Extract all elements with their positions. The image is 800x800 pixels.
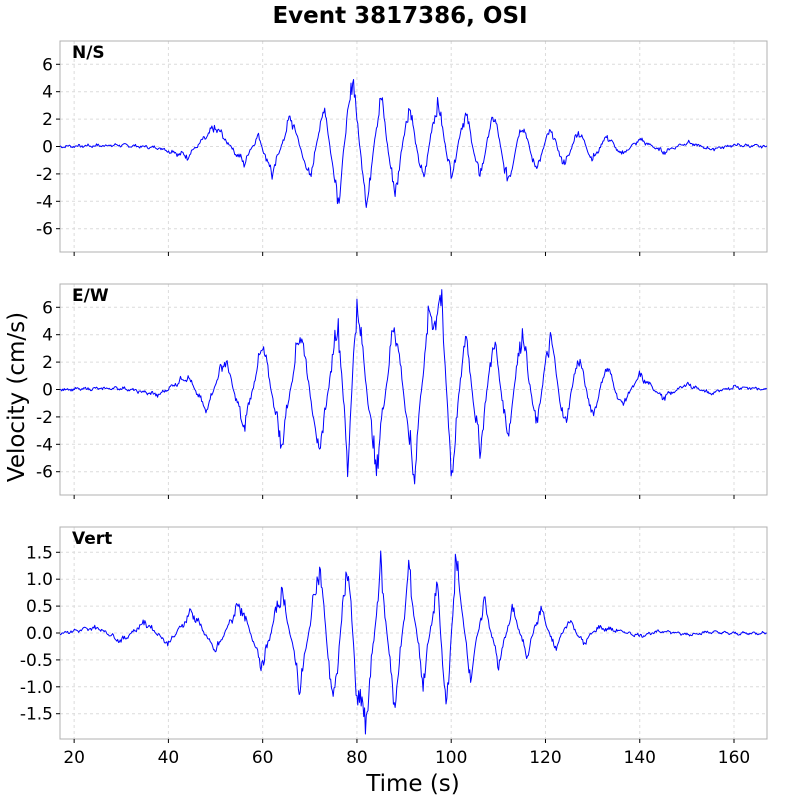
x-tick-label: 100 (435, 748, 467, 768)
panel-2: -1.5 -1.0 -0.5 0.0 0.5 1.0 1.5 20 40 60 80 100 120 14… (20, 526, 768, 768)
x-tick-label: 60 (252, 748, 274, 768)
x-tick-label: 80 (346, 748, 368, 768)
x-tick-label: 120 (529, 748, 561, 768)
series-line (59, 550, 767, 735)
x-axis-label: Time (s) (365, 771, 460, 797)
y-tick-label: -1.5 (20, 705, 53, 725)
panel-0: -6 -4 -2 0 2 4 6 N/S (36, 40, 768, 256)
y-tick-label: -4 (36, 435, 53, 455)
y-tick-label: 0 (42, 381, 53, 401)
panel-label: Vert (72, 529, 112, 549)
series-line (59, 78, 768, 208)
panel-label: N/S (72, 43, 105, 63)
y-tick-label: 6 (42, 55, 53, 75)
y-tick-label: -2 (36, 165, 53, 185)
x-tick-label: 140 (624, 748, 656, 768)
y-tick-label: 0 (42, 138, 53, 158)
y-tick-label: 4 (42, 326, 53, 346)
y-tick-label: 1.5 (26, 543, 53, 563)
chart-title: Event 3817386, OSI (272, 3, 527, 29)
y-tick-label: -1.0 (20, 678, 53, 698)
y-tick-label: 2 (42, 110, 53, 130)
y-tick-label: -0.5 (20, 651, 53, 671)
y-tick-label: -6 (36, 463, 53, 483)
y-tick-label: -4 (36, 192, 53, 212)
y-axis-label: Velocity (cm/s) (4, 312, 30, 482)
y-tick-label: -6 (36, 220, 53, 240)
y-tick-label: 6 (42, 298, 53, 318)
y-tick-label: 4 (42, 83, 53, 103)
x-tick-label: 20 (63, 748, 85, 768)
panel-1: -6 -4 -2 0 2 4 6 E/W (36, 283, 768, 499)
y-tick-label: 1.0 (26, 570, 53, 590)
y-tick-label: 2 (42, 353, 53, 373)
y-tick-label: -2 (36, 408, 53, 428)
x-tick-label: 40 (158, 748, 180, 768)
panel-label: E/W (72, 286, 109, 306)
panels: -6 -4 -2 0 2 4 6 N/S -6 -4 -2 0 2 4 6 E/W -1.5 -1.0 -0.5 0.… (20, 40, 768, 768)
y-tick-label: 0.0 (26, 624, 53, 644)
y-tick-label: 0.5 (26, 597, 53, 617)
x-tick-label: 160 (718, 748, 750, 768)
series-line (59, 289, 768, 485)
